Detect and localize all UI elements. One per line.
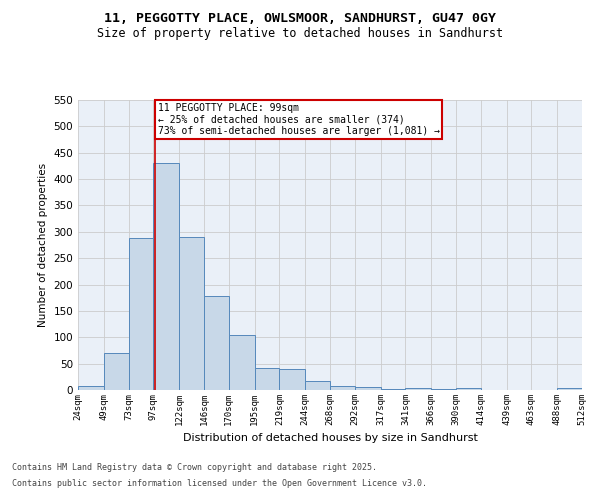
Bar (280, 369, 305, 390)
Bar (406, 388, 431, 390)
Text: Contains HM Land Registry data © Crown copyright and database right 2025.: Contains HM Land Registry data © Crown c… (12, 464, 377, 472)
Bar (380, 389, 406, 390)
Bar (456, 388, 481, 390)
Bar (154, 164, 179, 390)
Y-axis label: Number of detached properties: Number of detached properties (38, 163, 48, 327)
Bar (305, 380, 330, 390)
Bar (254, 368, 280, 390)
Bar (179, 237, 204, 390)
Bar (204, 296, 229, 390)
Bar (78, 386, 104, 390)
Text: Size of property relative to detached houses in Sandhurst: Size of property relative to detached ho… (97, 28, 503, 40)
Text: 11 PEGGOTTY PLACE: 99sqm
← 25% of detached houses are smaller (374)
73% of semi-: 11 PEGGOTTY PLACE: 99sqm ← 25% of detach… (158, 102, 440, 136)
Bar (229, 334, 254, 390)
Text: Contains public sector information licensed under the Open Government Licence v3: Contains public sector information licen… (12, 478, 427, 488)
Bar (104, 353, 128, 390)
Bar (330, 386, 355, 390)
Text: 11, PEGGOTTY PLACE, OWLSMOOR, SANDHURST, GU47 0GY: 11, PEGGOTTY PLACE, OWLSMOOR, SANDHURST,… (104, 12, 496, 26)
Bar (355, 388, 380, 390)
Bar (557, 388, 582, 390)
Bar (128, 238, 154, 390)
X-axis label: Distribution of detached houses by size in Sandhurst: Distribution of detached houses by size … (182, 434, 478, 444)
